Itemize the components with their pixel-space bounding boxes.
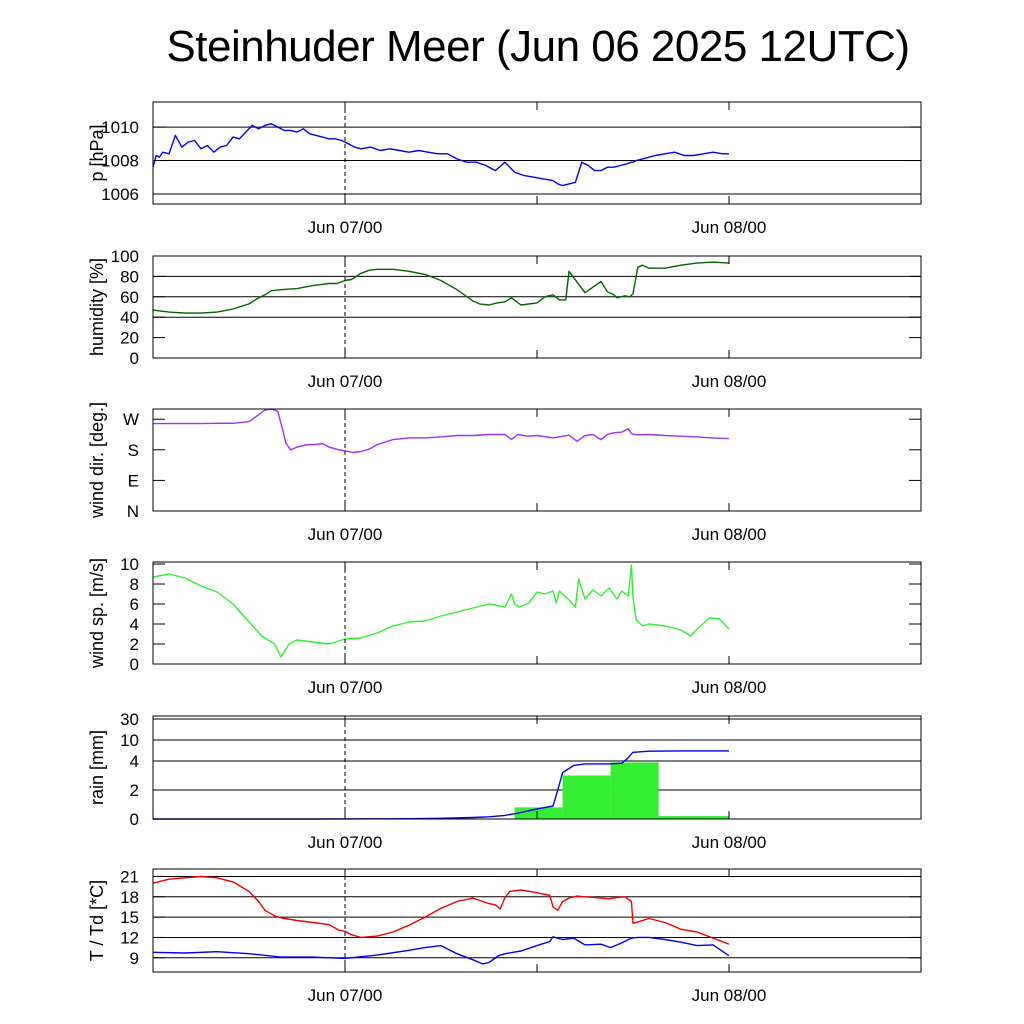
- rain-bar: [658, 816, 729, 819]
- x-tick-label: Jun 08/00: [692, 525, 767, 544]
- y-tick-label: 10: [120, 555, 139, 574]
- panel-frame: [152, 715, 922, 820]
- y-tick-label: 0: [130, 810, 139, 829]
- series-line-temperature: [152, 875, 730, 945]
- page-title: Steinhuder Meer (Jun 06 2025 12UTC): [166, 22, 910, 71]
- y-tick-label: 15: [120, 908, 139, 927]
- y-tick-label: 6: [130, 595, 139, 614]
- rain-bar: [514, 807, 563, 819]
- x-tick-label: Jun 07/00: [308, 833, 383, 852]
- y-tick-label: 18: [120, 888, 139, 907]
- panel-frame: [152, 561, 922, 665]
- x-tick-label: Jun 08/00: [692, 833, 767, 852]
- y-tick-label: 100: [111, 247, 139, 266]
- y-tick-label: 21: [120, 867, 139, 886]
- rain-bar: [610, 762, 659, 819]
- y-tick-label: 9: [130, 949, 139, 968]
- y-tick-label: 10: [120, 731, 139, 750]
- y-tick-label: 4: [130, 615, 139, 634]
- x-tick-label: Jun 07/00: [308, 372, 383, 391]
- y-tick-label: 1008: [101, 152, 139, 171]
- y-axis-label: rain [mm]: [87, 730, 107, 805]
- y-tick-label: E: [128, 471, 139, 490]
- y-tick-label: 8: [130, 575, 139, 594]
- y-axis-label: wind sp. [m/s]: [87, 558, 107, 669]
- y-tick-label: 12: [120, 928, 139, 947]
- series-line-wind_dir: [153, 408, 730, 454]
- series-line-temperature: [152, 936, 730, 965]
- y-tick-label: 0: [130, 655, 139, 674]
- x-tick-label: Jun 08/00: [692, 218, 767, 237]
- y-tick-label: 20: [120, 329, 139, 348]
- panel-frame: [152, 101, 922, 205]
- panel-frame: [152, 255, 922, 359]
- y-tick-label: 4: [130, 752, 139, 771]
- series-line-rain: [153, 750, 729, 820]
- y-axis-label: wind dir. [deg.]: [87, 402, 107, 519]
- y-tick-label: 80: [120, 267, 139, 286]
- panel-frame: [152, 408, 922, 512]
- y-axis-label: humidity [%]: [87, 258, 107, 356]
- y-tick-label: 60: [120, 288, 139, 307]
- x-tick-label: Jun 07/00: [308, 218, 383, 237]
- y-tick-label: 1006: [101, 185, 139, 204]
- y-tick-label: 2: [130, 781, 139, 800]
- y-tick-label: 30: [120, 710, 139, 729]
- y-axis-label: T / Td [*C]: [87, 880, 107, 961]
- rain-bar: [562, 775, 611, 819]
- y-tick-label: 1010: [101, 118, 139, 137]
- y-tick-label: 40: [120, 308, 139, 327]
- x-tick-label: Jun 08/00: [692, 678, 767, 697]
- x-tick-label: Jun 07/00: [308, 525, 383, 544]
- y-tick-label: W: [123, 410, 139, 429]
- y-tick-label: 0: [130, 349, 139, 368]
- series-line-pressure: [152, 122, 729, 187]
- y-tick-label: N: [127, 502, 139, 521]
- series-line-humidity: [152, 261, 730, 314]
- y-axis-label: p [hPa]: [87, 124, 107, 181]
- y-tick-label: 2: [130, 635, 139, 654]
- x-tick-label: Jun 08/00: [692, 372, 767, 391]
- series-line-wind_speed: [152, 564, 730, 658]
- x-tick-label: Jun 07/00: [308, 678, 383, 697]
- x-tick-label: Jun 07/00: [308, 986, 383, 1005]
- panel-frame: [152, 868, 922, 973]
- x-tick-label: Jun 08/00: [692, 986, 767, 1005]
- y-tick-label: S: [128, 441, 139, 460]
